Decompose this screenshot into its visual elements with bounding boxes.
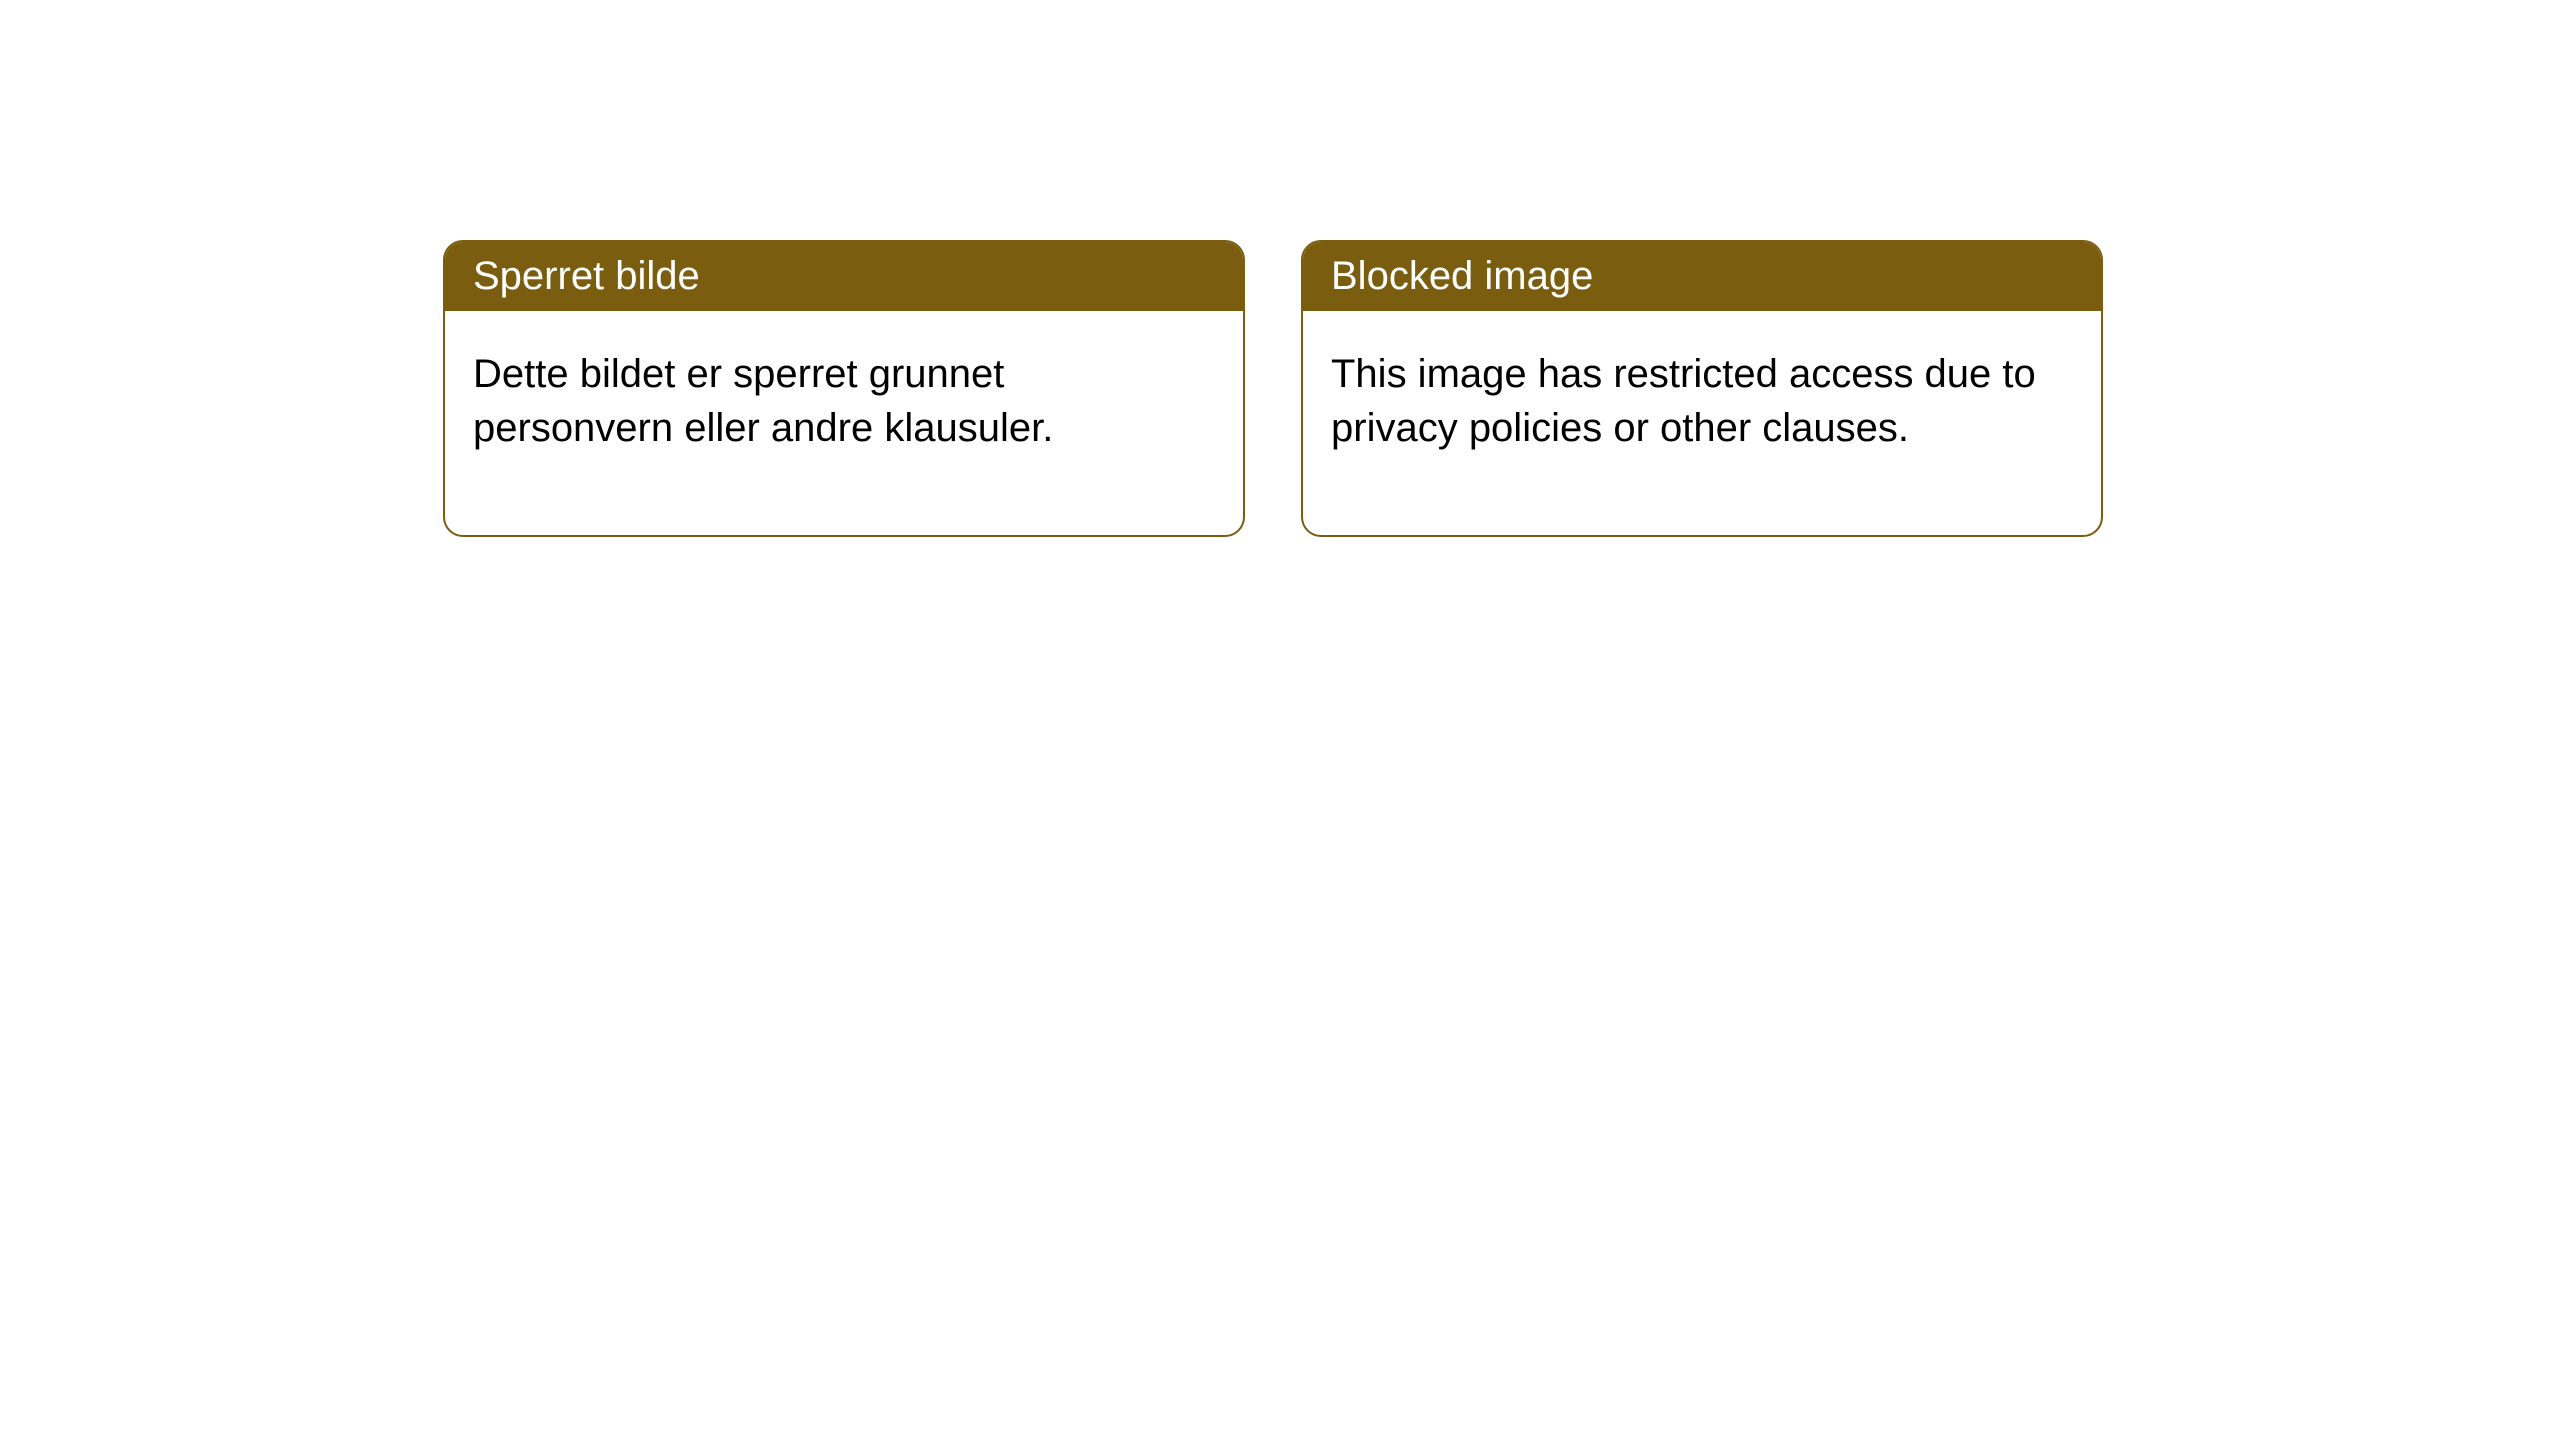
notice-body-english: This image has restricted access due to … [1303,311,2101,535]
notice-header-norwegian: Sperret bilde [445,242,1243,311]
notice-card-english: Blocked image This image has restricted … [1301,240,2103,537]
notice-header-english: Blocked image [1303,242,2101,311]
notice-card-norwegian: Sperret bilde Dette bildet er sperret gr… [443,240,1245,537]
notice-body-norwegian: Dette bildet er sperret grunnet personve… [445,311,1243,535]
notice-container: Sperret bilde Dette bildet er sperret gr… [443,240,2103,537]
